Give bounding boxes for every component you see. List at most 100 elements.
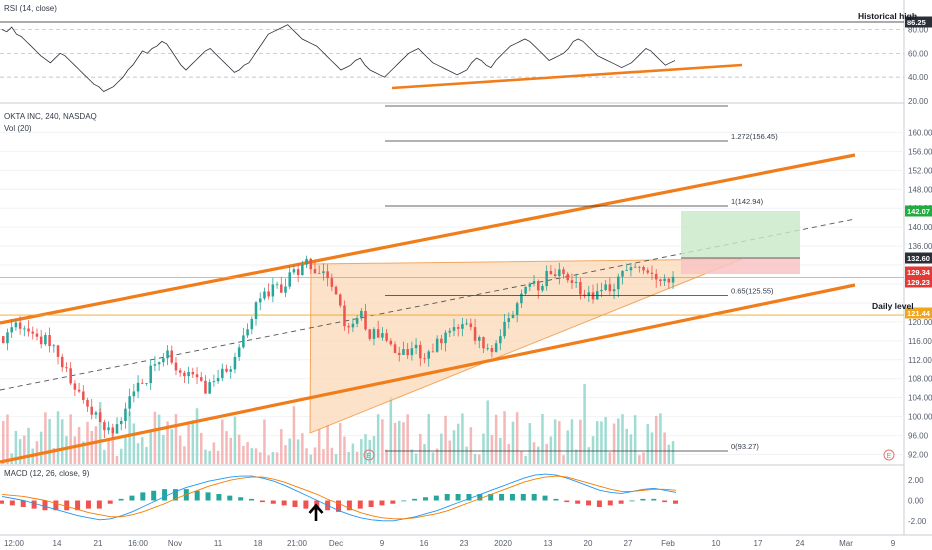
volume-bar [456,423,460,464]
candle-body [566,273,570,281]
macd-histogram-bar [172,489,178,501]
candle-body [271,284,275,297]
earnings-marker-icon[interactable]: E [363,449,375,461]
candle-body [423,358,426,360]
volume-bar [372,436,376,464]
volume-bar [292,406,296,464]
volume-bar [448,440,452,464]
price-tick-label: 104.00 [908,394,932,403]
macd-histogram-bar [303,500,309,509]
candle-body [452,327,456,331]
candle-body [372,329,376,339]
price-badge-label: 129.34 [907,268,931,277]
candle-body [667,278,671,283]
price-badge-label: 132.60 [907,254,930,263]
time-tick-label: 21:00 [287,539,308,548]
macd-histogram-bar [531,494,537,501]
candle-body [250,319,254,330]
earnings-marker-icon[interactable]: E [883,449,895,461]
macd-histogram-bar [520,494,526,501]
volume-bar [625,428,628,464]
candle-body [292,269,296,273]
price-axis[interactable]: 20.00 40.00 60.00 80.00 92.00 96.00 100.00 104.… [905,16,932,526]
candle-body [107,427,110,431]
volume-bar [69,414,72,464]
volume-bar [393,422,397,464]
candle-body [254,302,258,320]
volume-bar [263,419,266,464]
target-zone [681,211,800,258]
time-tick-label: 10 [712,539,721,548]
macd-histogram-bar [162,489,168,501]
candle-body [141,382,144,384]
volume-bar [587,447,591,464]
volume-bar [73,436,77,464]
macd-histogram-bar [216,494,222,501]
macd-histogram-bar [433,495,439,501]
volume-bar [558,421,561,464]
volume-bar [90,430,93,464]
macd-histogram-bar [227,495,233,501]
volume-bar [136,443,140,464]
volume-bar [326,424,329,464]
volume-bar [103,449,106,464]
volume-bar [124,437,127,464]
candle-body [393,344,397,353]
volume-bar [2,421,5,464]
candle-body [18,322,22,329]
time-tick-label: Mar [839,539,853,548]
candle-body [355,318,359,324]
svg-text:E: E [367,453,372,460]
candle-body [402,349,405,355]
volume-bar [461,413,464,464]
candle-body [339,294,342,306]
volume-bar [98,402,102,464]
macd-histogram-bar [107,500,113,504]
candle-body [267,291,270,297]
candle-body [646,270,650,273]
macd-histogram-bar [249,498,255,501]
candle-body [465,323,468,325]
volume-bar [541,413,544,464]
volume-bar [410,449,414,464]
candle-body [301,264,304,275]
volume-bar [532,442,536,464]
fib-label: 0(93.27) [731,442,759,451]
price-tick-label: 148.00 [908,185,932,194]
price-tick-label: 92.00 [908,451,929,460]
volume-bar [642,452,645,464]
candle-body [541,286,544,291]
candle-body [263,291,266,299]
volume-bar [18,439,22,464]
volume-bar [221,419,224,464]
candle-body [671,276,675,283]
candle-body [132,391,136,397]
macd-histogram-bar [194,490,200,501]
candle-body [145,383,148,384]
candle-body [187,371,190,377]
volume-bar [111,433,115,464]
volume-bar [288,438,291,464]
time-tick-label: Nov [168,539,182,548]
candle-body [56,345,60,357]
volume-bar [608,452,612,464]
macd-histogram-bar [336,500,341,512]
candle-body [360,310,363,319]
macd-histogram-bar [422,497,428,501]
candle-body [31,331,35,334]
candle-body [456,327,460,329]
time-axis[interactable]: 12:00 14 21 16:00 Nov 11 18 21:00 Dec 9 16 23 2020 13… [4,539,896,548]
time-tick-label: 20 [584,539,593,548]
candle-body [503,321,506,337]
volume-bar [604,417,607,464]
volume-bar [216,450,220,464]
time-tick-label: 13 [544,539,553,548]
macd-histogram-bar [9,500,15,506]
candle-body [368,329,372,339]
candle-body [532,281,536,284]
volume-bar [187,424,190,464]
candle-body [486,348,489,349]
candle-body [600,289,603,292]
candle-body [515,303,519,315]
